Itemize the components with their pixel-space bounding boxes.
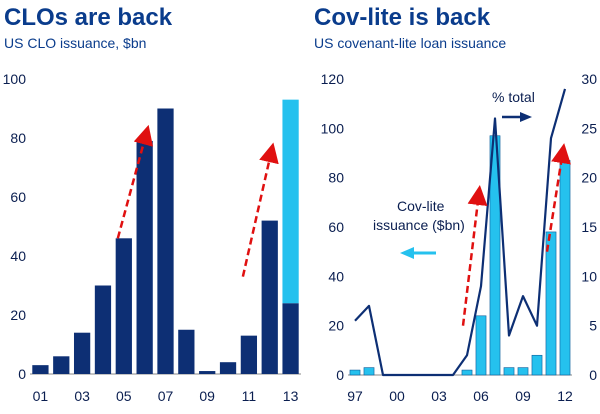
- right-legend-bars-line2: issuance ($bn): [373, 217, 465, 233]
- right-trend-arrow: [461, 185, 488, 326]
- right-legend-arrows: [400, 112, 532, 259]
- left-bar-issuance: [282, 303, 299, 374]
- right-right-y-tick-label: 30: [581, 71, 597, 87]
- right-x-tick-label: 00: [389, 388, 405, 404]
- right-bar-covlite: [363, 367, 375, 376]
- right-left-y-tick-label: 80: [328, 170, 344, 186]
- bars-legend-arrow-head: [400, 247, 414, 259]
- left-bar-issuance: [136, 140, 153, 374]
- right-x-tick-label: 09: [515, 388, 531, 404]
- right-right-y-tick-label: 15: [581, 219, 597, 235]
- left-x-tick-label: 11: [242, 388, 257, 404]
- right-bar-covlite: [545, 231, 557, 376]
- line-legend-arrow-head: [520, 112, 532, 122]
- right-right-y-tick-label: 20: [581, 170, 597, 186]
- left-x-tick-label: 07: [158, 388, 174, 404]
- right-chart-subtitle: US covenant-lite loan issuance: [314, 35, 507, 51]
- right-x-tick-label: 12: [557, 388, 573, 404]
- left-x-tick-label: 01: [33, 388, 49, 404]
- left-y-tick-label: 20: [10, 307, 26, 323]
- right-chart: Cov-lite issuance ($bn) % total 0 20 40 60 8…: [321, 71, 598, 404]
- right-left-y-tick-label: 120: [321, 71, 345, 87]
- right-x-tick-label: 03: [431, 388, 447, 404]
- right-bar-covlite: [559, 160, 571, 376]
- left-x-tick-label: 09: [199, 388, 215, 404]
- right-bar-covlite: [517, 367, 529, 376]
- left-x-tick-label: 03: [74, 388, 90, 404]
- right-bar-covlite: [503, 367, 515, 376]
- left-bar-issuance: [261, 220, 278, 374]
- right-chart-title: Cov-lite is back: [314, 4, 491, 31]
- left-y-tick-label: 100: [3, 71, 27, 87]
- right-x-tick-label: 06: [473, 388, 489, 404]
- left-chart: 0 20 40 60 80 100 01 03 05 07 09 11 13: [3, 71, 301, 404]
- left-x-tick-label: 13: [283, 388, 299, 404]
- right-bar-covlite: [461, 369, 473, 376]
- right-x-tick-label: 97: [347, 388, 363, 404]
- left-y-tick-label: 80: [10, 130, 26, 146]
- left-bar-issuance: [53, 356, 70, 374]
- right-trend-arrow: [545, 143, 571, 252]
- left-bar-issuance: [94, 285, 112, 374]
- left-bar-issuance: [240, 335, 258, 374]
- left-y-tick-label: 60: [10, 189, 26, 205]
- right-left-y-tick-label: 100: [321, 120, 345, 136]
- left-bar-issuance: [157, 108, 174, 374]
- right-left-y-tick-label: 0: [336, 367, 344, 383]
- right-left-y-tick-label: 60: [328, 219, 344, 235]
- right-left-y-tick-label: 40: [328, 268, 344, 284]
- left-bar-issuance: [219, 362, 237, 374]
- right-right-y-tick-label: 10: [581, 268, 597, 284]
- right-legend-bars-line1: Cov-lite: [397, 198, 445, 214]
- left-bar-issuance: [73, 332, 91, 374]
- right-right-y-tick-label: 5: [589, 318, 597, 334]
- right-line-pct-total: [354, 88, 567, 377]
- left-bar-issuance: [178, 329, 195, 374]
- left-y-tick-label: 0: [18, 366, 26, 382]
- right-right-y-tick-label: 25: [581, 120, 597, 136]
- right-left-y-tick-label: 20: [328, 318, 344, 334]
- left-x-tick-label: 05: [116, 388, 132, 404]
- right-legend-line: % total: [492, 89, 535, 105]
- left-bar-issuance: [115, 238, 132, 374]
- left-y-tick-label: 40: [10, 248, 26, 264]
- right-right-y-tick-label: 0: [589, 367, 597, 383]
- right-bar-covlite: [531, 354, 543, 376]
- left-bar-issuance: [32, 365, 49, 374]
- left-chart-title: CLOs are back: [4, 4, 173, 31]
- left-trend-arrow: [116, 124, 154, 239]
- left-bar-issuance-ytd: [282, 99, 299, 304]
- right-bar-covlite: [349, 369, 361, 376]
- right-bar-covlite: [475, 315, 487, 376]
- left-bar-issuance: [199, 371, 216, 374]
- left-chart-subtitle: US CLO issuance, $bn: [4, 35, 147, 51]
- right-bar-covlite: [489, 135, 501, 376]
